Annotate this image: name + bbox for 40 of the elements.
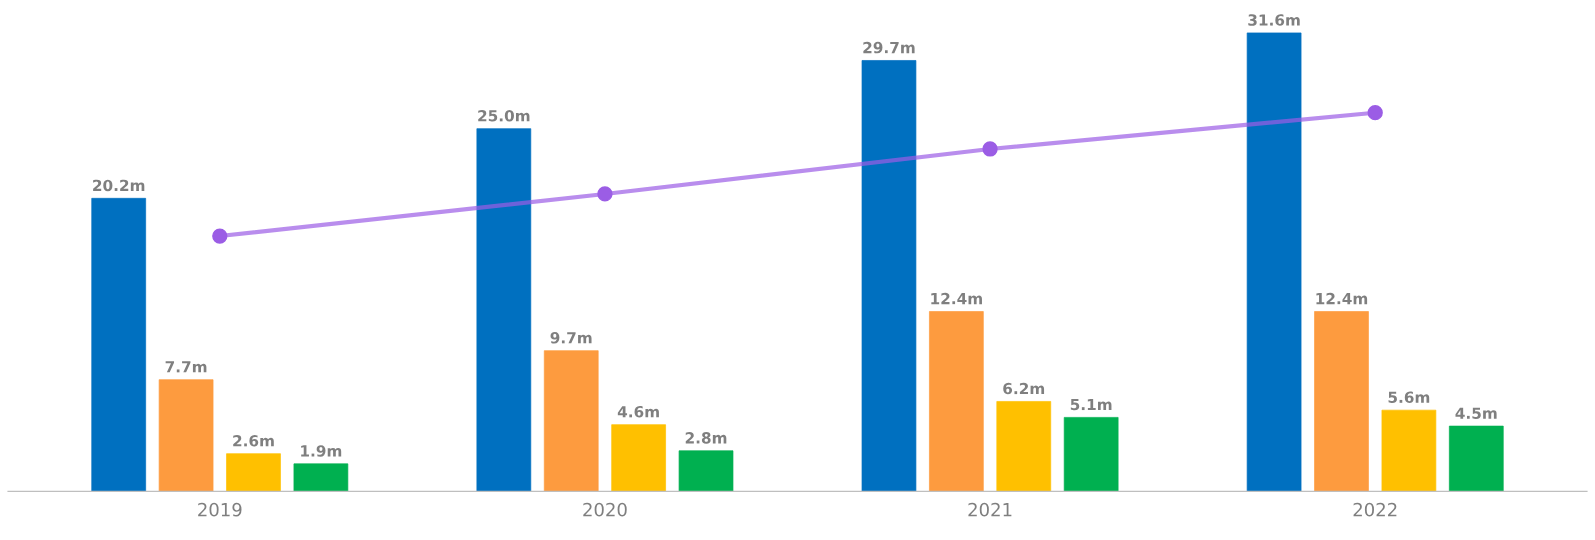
data-label: 4.6m [617, 405, 659, 418]
bar [293, 463, 349, 492]
data-label: 4.5m [1455, 407, 1497, 419]
bar [476, 128, 532, 492]
x-tick-label: 2021 [968, 502, 1012, 517]
data-label: 7.7m [165, 361, 207, 373]
x-tick-label: 2020 [583, 502, 627, 517]
data-label: 25.0m [478, 109, 530, 122]
bar [996, 401, 1052, 492]
bar [929, 311, 984, 492]
bar [1448, 425, 1504, 492]
point [982, 141, 998, 157]
bar [1246, 32, 1302, 492]
data-label: 1.9m [301, 445, 342, 457]
data-label: 20.2m [93, 179, 145, 192]
data-label: 5.1m [1070, 398, 1112, 411]
point [212, 228, 228, 244]
bar [861, 60, 917, 492]
bar [1314, 311, 1369, 492]
bar [611, 424, 666, 492]
data-label: 12.4m [931, 292, 982, 305]
data-label: 31.6m [1248, 14, 1300, 26]
x-tick-label: 2022 [1353, 502, 1397, 517]
data-label: 5.6m [1388, 391, 1430, 404]
bar [678, 450, 734, 492]
data-label: 29.7m [863, 41, 915, 54]
data-label: 12.4m [1316, 292, 1368, 305]
point [1367, 105, 1383, 121]
data-label: 9.7m [550, 331, 592, 344]
data-label: 6.2m [1003, 382, 1045, 395]
data-label: 2.8m [685, 432, 727, 444]
bar [91, 197, 147, 492]
data-label: 2.6m [233, 434, 274, 447]
bar [226, 453, 281, 492]
bar [543, 350, 599, 492]
bar [158, 379, 214, 492]
bar [1381, 409, 1437, 492]
bar [1063, 417, 1119, 492]
x-tick-label: 2019 [198, 502, 242, 517]
point [597, 186, 613, 202]
